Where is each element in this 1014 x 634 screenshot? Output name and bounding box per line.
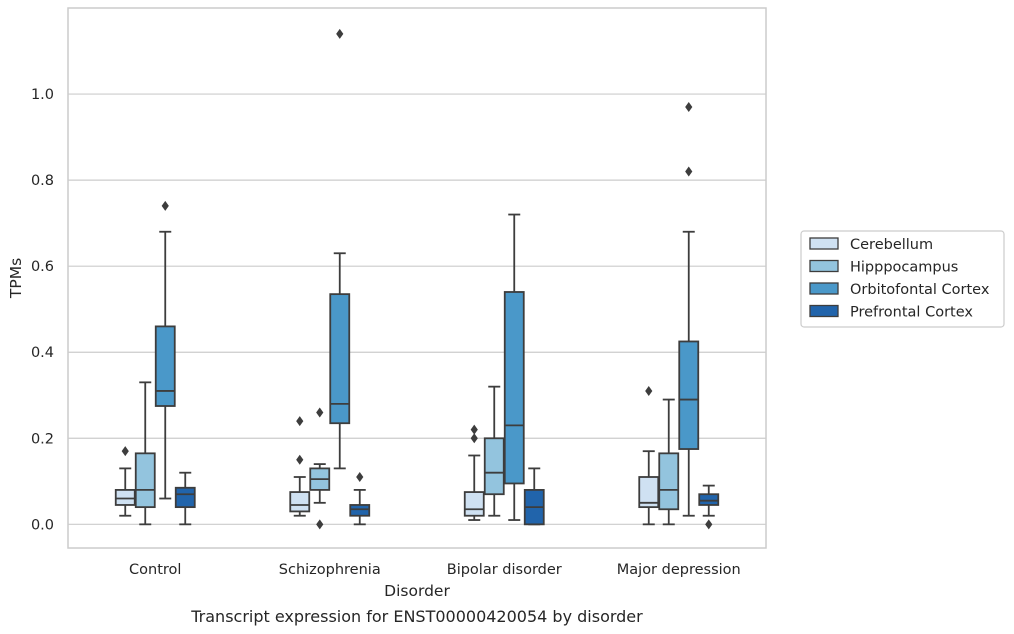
box-hipppocampus [483, 385, 505, 517]
outlier-point [121, 446, 129, 457]
box-hipppocampus [134, 381, 156, 526]
boxes [114, 28, 720, 530]
box-prefrontal-cortex [698, 484, 720, 530]
y-tick-label: 0.4 [31, 345, 54, 361]
outlier-point [316, 519, 324, 530]
box-iqr [349, 504, 371, 517]
box-iqr [678, 340, 700, 450]
x-tick-label: Control [129, 562, 181, 578]
legend-swatch [809, 259, 839, 273]
y-axis-title: TPMs [7, 258, 25, 299]
y-tick-label: 0.6 [31, 259, 54, 275]
box-iqr [329, 293, 351, 425]
legend-swatch [809, 304, 839, 318]
box-cerebellum [638, 385, 660, 526]
outlier-point [336, 28, 344, 39]
box-iqr [503, 291, 525, 485]
outlier-point [296, 416, 304, 427]
y-tick-label: 0.0 [31, 517, 54, 533]
box-iqr [638, 476, 660, 509]
box-hipppocampus [658, 398, 680, 526]
x-axis-ticks: Control Schizophrenia Bipolar disorder Majo… [129, 562, 741, 578]
outlier-point [685, 101, 693, 112]
x-tick-label: Bipolar disorder [447, 562, 562, 578]
legend-frame [800, 230, 1005, 328]
box-orbitofontal-cortex [329, 28, 351, 470]
box-orbitofontal-cortex [678, 101, 700, 517]
box-iqr [289, 491, 311, 513]
box-iqr [658, 452, 680, 511]
plot-area-border [67, 7, 767, 549]
box-iqr [463, 491, 485, 517]
outlier-point [685, 166, 693, 177]
box-prefrontal-cortex [349, 472, 371, 526]
box-cerebellum [114, 446, 136, 517]
legend-swatch [809, 282, 839, 295]
legend-label: Hipppocampus [850, 260, 958, 276]
box-iqr [698, 493, 720, 506]
plot-frame [67, 7, 767, 549]
box-iqr [174, 486, 196, 509]
outlier-point [161, 200, 169, 211]
y-tick-label: 0.8 [31, 173, 54, 189]
legend: Cerebellum Hipppocampus Orbitofontal Corte… [800, 230, 1005, 328]
box-iqr [154, 325, 176, 407]
box-iqr [483, 437, 505, 496]
box-iqr [114, 489, 136, 506]
box-orbitofontal-cortex [154, 200, 176, 500]
outlier-point [296, 454, 304, 465]
legend-label: Cerebellum [850, 237, 933, 253]
legend-label: Orbitofontal Cortex [850, 282, 990, 298]
y-tick-label: 0.2 [31, 431, 54, 447]
y-axis-ticks: 0.0 0.2 0.4 0.6 0.8 1.0 [31, 87, 54, 533]
outlier-point [356, 472, 364, 483]
box-prefrontal-cortex [523, 467, 545, 526]
legend-swatch [809, 237, 839, 250]
outlier-point [705, 519, 713, 530]
x-axis-title: Disorder [384, 582, 450, 600]
box-orbitofontal-cortex [503, 213, 525, 521]
x-tick-label: Major depression [617, 562, 741, 578]
box-prefrontal-cortex [174, 471, 196, 526]
box-iqr [134, 452, 156, 509]
x-tick-label: Schizophrenia [279, 562, 381, 578]
outlier-point [470, 424, 478, 435]
legend-label: Prefrontal Cortex [850, 305, 973, 321]
box-cerebellum [289, 416, 311, 517]
box-cerebellum [463, 424, 485, 521]
outlier-point [470, 433, 478, 444]
y-tick-label: 1.0 [31, 87, 54, 103]
outlier-point [316, 407, 324, 418]
outlier-point [645, 385, 653, 396]
chart-caption: Transcript expression for ENST0000042005… [190, 607, 643, 626]
box-hipppocampus [309, 407, 331, 530]
